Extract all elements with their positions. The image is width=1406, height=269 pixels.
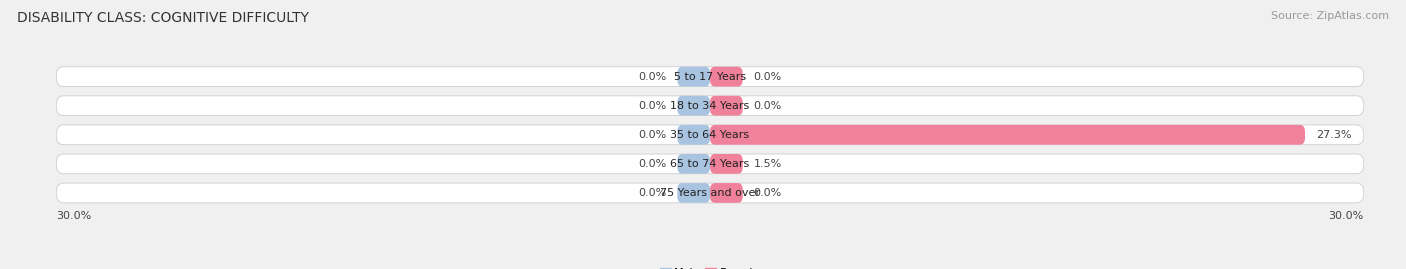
FancyBboxPatch shape	[710, 183, 742, 203]
FancyBboxPatch shape	[56, 183, 1364, 203]
Text: 0.0%: 0.0%	[638, 101, 666, 111]
Text: 0.0%: 0.0%	[754, 101, 782, 111]
Text: 0.0%: 0.0%	[638, 159, 666, 169]
Text: 30.0%: 30.0%	[56, 211, 91, 221]
Text: 0.0%: 0.0%	[638, 130, 666, 140]
FancyBboxPatch shape	[710, 96, 742, 116]
FancyBboxPatch shape	[678, 96, 710, 116]
FancyBboxPatch shape	[56, 125, 1364, 145]
Text: 27.3%: 27.3%	[1316, 130, 1351, 140]
Text: 0.0%: 0.0%	[754, 72, 782, 82]
FancyBboxPatch shape	[678, 183, 710, 203]
Text: 0.0%: 0.0%	[638, 188, 666, 198]
Text: 18 to 34 Years: 18 to 34 Years	[671, 101, 749, 111]
Text: 0.0%: 0.0%	[638, 72, 666, 82]
FancyBboxPatch shape	[678, 125, 710, 145]
FancyBboxPatch shape	[678, 154, 710, 174]
FancyBboxPatch shape	[678, 67, 710, 87]
Text: DISABILITY CLASS: COGNITIVE DIFFICULTY: DISABILITY CLASS: COGNITIVE DIFFICULTY	[17, 11, 309, 25]
Text: 35 to 64 Years: 35 to 64 Years	[671, 130, 749, 140]
Text: 0.0%: 0.0%	[754, 188, 782, 198]
FancyBboxPatch shape	[56, 154, 1364, 174]
Text: 65 to 74 Years: 65 to 74 Years	[671, 159, 749, 169]
Legend: Male, Female: Male, Female	[655, 263, 765, 269]
FancyBboxPatch shape	[56, 67, 1364, 87]
FancyBboxPatch shape	[710, 67, 742, 87]
FancyBboxPatch shape	[710, 125, 1305, 145]
Text: 1.5%: 1.5%	[754, 159, 782, 169]
Text: 5 to 17 Years: 5 to 17 Years	[673, 72, 747, 82]
FancyBboxPatch shape	[56, 96, 1364, 116]
Text: 30.0%: 30.0%	[1329, 211, 1364, 221]
Text: 75 Years and over: 75 Years and over	[659, 188, 761, 198]
Text: Source: ZipAtlas.com: Source: ZipAtlas.com	[1271, 11, 1389, 21]
FancyBboxPatch shape	[710, 154, 742, 174]
